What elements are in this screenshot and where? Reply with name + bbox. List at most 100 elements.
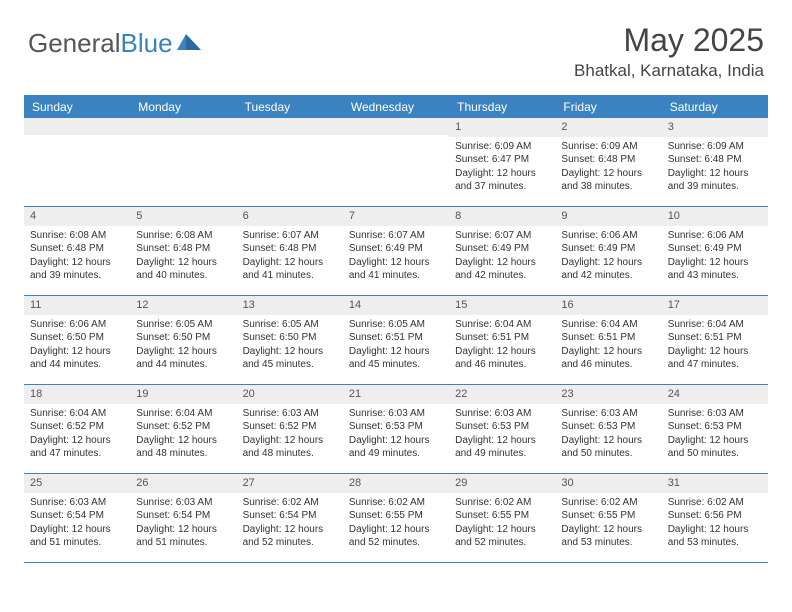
sunset-text: Sunset: 6:51 PM	[668, 331, 762, 345]
daylight-text: Daylight: 12 hours and 47 minutes.	[668, 345, 762, 372]
calendar-cell: 7Sunrise: 6:07 AMSunset: 6:49 PMDaylight…	[343, 207, 449, 295]
sunrise-text: Sunrise: 6:04 AM	[455, 318, 549, 332]
sunrise-text: Sunrise: 6:09 AM	[561, 140, 655, 154]
sunset-text: Sunset: 6:47 PM	[455, 153, 549, 167]
cell-body: Sunrise: 6:03 AMSunset: 6:53 PMDaylight:…	[555, 404, 661, 465]
daylight-text: Daylight: 12 hours and 52 minutes.	[243, 523, 337, 550]
sunrise-text: Sunrise: 6:07 AM	[455, 229, 549, 243]
logo-text-1: General	[28, 28, 121, 59]
calendar-cell: 15Sunrise: 6:04 AMSunset: 6:51 PMDayligh…	[449, 296, 555, 384]
calendar-cell	[237, 118, 343, 206]
daylight-text: Daylight: 12 hours and 43 minutes.	[668, 256, 762, 283]
calendar-cell: 28Sunrise: 6:02 AMSunset: 6:55 PMDayligh…	[343, 474, 449, 562]
sunrise-text: Sunrise: 6:06 AM	[30, 318, 124, 332]
sunrise-text: Sunrise: 6:02 AM	[668, 496, 762, 510]
calendar-cell: 29Sunrise: 6:02 AMSunset: 6:55 PMDayligh…	[449, 474, 555, 562]
calendar-cell: 8Sunrise: 6:07 AMSunset: 6:49 PMDaylight…	[449, 207, 555, 295]
sunset-text: Sunset: 6:54 PM	[243, 509, 337, 523]
calendar-cell: 31Sunrise: 6:02 AMSunset: 6:56 PMDayligh…	[662, 474, 768, 562]
day-number: 5	[130, 207, 236, 226]
sunrise-text: Sunrise: 6:03 AM	[455, 407, 549, 421]
calendar-cell: 1Sunrise: 6:09 AMSunset: 6:47 PMDaylight…	[449, 118, 555, 206]
day-header: Monday	[130, 96, 236, 118]
sunset-text: Sunset: 6:55 PM	[349, 509, 443, 523]
sunset-text: Sunset: 6:55 PM	[561, 509, 655, 523]
daylight-text: Daylight: 12 hours and 37 minutes.	[455, 167, 549, 194]
cell-body: Sunrise: 6:04 AMSunset: 6:51 PMDaylight:…	[449, 315, 555, 376]
calendar-cell: 5Sunrise: 6:08 AMSunset: 6:48 PMDaylight…	[130, 207, 236, 295]
day-header: Friday	[555, 96, 661, 118]
cell-body: Sunrise: 6:09 AMSunset: 6:48 PMDaylight:…	[555, 137, 661, 198]
daylight-text: Daylight: 12 hours and 52 minutes.	[349, 523, 443, 550]
day-number: 28	[343, 474, 449, 493]
day-number: 15	[449, 296, 555, 315]
day-number: 13	[237, 296, 343, 315]
cell-body: Sunrise: 6:06 AMSunset: 6:50 PMDaylight:…	[24, 315, 130, 376]
calendar-cell: 11Sunrise: 6:06 AMSunset: 6:50 PMDayligh…	[24, 296, 130, 384]
cell-body: Sunrise: 6:06 AMSunset: 6:49 PMDaylight:…	[555, 226, 661, 287]
sunrise-text: Sunrise: 6:02 AM	[455, 496, 549, 510]
day-number: 17	[662, 296, 768, 315]
day-number: 2	[555, 118, 661, 137]
day-number: 21	[343, 385, 449, 404]
month-title: May 2025	[574, 22, 764, 59]
cell-body: Sunrise: 6:02 AMSunset: 6:55 PMDaylight:…	[449, 493, 555, 554]
cell-body: Sunrise: 6:04 AMSunset: 6:52 PMDaylight:…	[130, 404, 236, 465]
sunrise-text: Sunrise: 6:02 AM	[561, 496, 655, 510]
day-number: 31	[662, 474, 768, 493]
calendar-cell: 23Sunrise: 6:03 AMSunset: 6:53 PMDayligh…	[555, 385, 661, 473]
calendar-cell	[24, 118, 130, 206]
cell-body: Sunrise: 6:08 AMSunset: 6:48 PMDaylight:…	[130, 226, 236, 287]
daylight-text: Daylight: 12 hours and 42 minutes.	[561, 256, 655, 283]
day-header: Sunday	[24, 96, 130, 118]
calendar: Sunday Monday Tuesday Wednesday Thursday…	[24, 95, 768, 563]
cell-body: Sunrise: 6:04 AMSunset: 6:51 PMDaylight:…	[555, 315, 661, 376]
daylight-text: Daylight: 12 hours and 44 minutes.	[136, 345, 230, 372]
sunrise-text: Sunrise: 6:04 AM	[668, 318, 762, 332]
cell-body: Sunrise: 6:02 AMSunset: 6:56 PMDaylight:…	[662, 493, 768, 554]
daylight-text: Daylight: 12 hours and 39 minutes.	[668, 167, 762, 194]
calendar-cell	[130, 118, 236, 206]
day-header-row: Sunday Monday Tuesday Wednesday Thursday…	[24, 96, 768, 118]
day-number: 16	[555, 296, 661, 315]
sunset-text: Sunset: 6:48 PM	[243, 242, 337, 256]
day-number: 20	[237, 385, 343, 404]
logo: GeneralBlue	[28, 22, 203, 59]
sunset-text: Sunset: 6:49 PM	[668, 242, 762, 256]
day-number: 30	[555, 474, 661, 493]
daylight-text: Daylight: 12 hours and 52 minutes.	[455, 523, 549, 550]
cell-body: Sunrise: 6:03 AMSunset: 6:52 PMDaylight:…	[237, 404, 343, 465]
daylight-text: Daylight: 12 hours and 46 minutes.	[561, 345, 655, 372]
sunrise-text: Sunrise: 6:03 AM	[243, 407, 337, 421]
calendar-week: 4Sunrise: 6:08 AMSunset: 6:48 PMDaylight…	[24, 207, 768, 296]
daylight-text: Daylight: 12 hours and 41 minutes.	[349, 256, 443, 283]
calendar-cell: 16Sunrise: 6:04 AMSunset: 6:51 PMDayligh…	[555, 296, 661, 384]
cell-body: Sunrise: 6:05 AMSunset: 6:50 PMDaylight:…	[237, 315, 343, 376]
cell-body: Sunrise: 6:02 AMSunset: 6:55 PMDaylight:…	[343, 493, 449, 554]
daylight-text: Daylight: 12 hours and 41 minutes.	[243, 256, 337, 283]
calendar-week: 11Sunrise: 6:06 AMSunset: 6:50 PMDayligh…	[24, 296, 768, 385]
calendar-cell: 19Sunrise: 6:04 AMSunset: 6:52 PMDayligh…	[130, 385, 236, 473]
day-number: 29	[449, 474, 555, 493]
day-number: 19	[130, 385, 236, 404]
sunrise-text: Sunrise: 6:08 AM	[136, 229, 230, 243]
daylight-text: Daylight: 12 hours and 50 minutes.	[668, 434, 762, 461]
sunset-text: Sunset: 6:50 PM	[30, 331, 124, 345]
day-number: 27	[237, 474, 343, 493]
daylight-text: Daylight: 12 hours and 44 minutes.	[30, 345, 124, 372]
day-number: 1	[449, 118, 555, 137]
cell-body: Sunrise: 6:05 AMSunset: 6:51 PMDaylight:…	[343, 315, 449, 376]
cell-body: Sunrise: 6:09 AMSunset: 6:48 PMDaylight:…	[662, 137, 768, 198]
daylight-text: Daylight: 12 hours and 51 minutes.	[30, 523, 124, 550]
sunrise-text: Sunrise: 6:05 AM	[136, 318, 230, 332]
daylight-text: Daylight: 12 hours and 48 minutes.	[136, 434, 230, 461]
sunset-text: Sunset: 6:49 PM	[349, 242, 443, 256]
sunset-text: Sunset: 6:48 PM	[561, 153, 655, 167]
sunrise-text: Sunrise: 6:04 AM	[561, 318, 655, 332]
logo-text-2: Blue	[121, 28, 173, 59]
daylight-text: Daylight: 12 hours and 47 minutes.	[30, 434, 124, 461]
calendar-week: 25Sunrise: 6:03 AMSunset: 6:54 PMDayligh…	[24, 474, 768, 563]
day-number: 26	[130, 474, 236, 493]
header: GeneralBlue May 2025 Bhatkal, Karnataka,…	[0, 0, 792, 89]
calendar-cell: 3Sunrise: 6:09 AMSunset: 6:48 PMDaylight…	[662, 118, 768, 206]
